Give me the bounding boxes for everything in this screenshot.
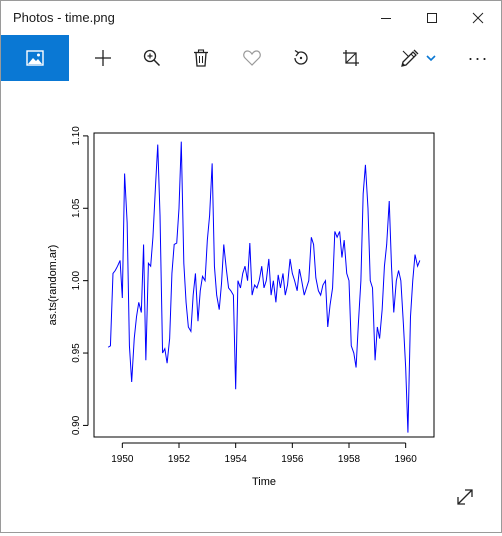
minimize-icon: [381, 18, 391, 19]
plot-frame: [93, 132, 435, 438]
close-icon: [472, 12, 484, 24]
expand-icon: [457, 489, 473, 505]
y-tick-label: 1.10: [71, 126, 82, 146]
more-icon: ···: [467, 47, 489, 68]
toolbar: ···: [1, 35, 501, 81]
trash-icon: [194, 49, 208, 67]
series-line: [107, 141, 421, 433]
crop-button[interactable]: [328, 35, 374, 81]
x-tick-label: 1960: [395, 454, 418, 465]
y-tick-label: 1.00: [71, 270, 82, 290]
chevron-down-icon: [426, 55, 436, 62]
x-tick-label: 1954: [225, 454, 248, 465]
image-view-button[interactable]: [1, 35, 69, 81]
favorite-button[interactable]: [229, 35, 275, 81]
fullscreen-button[interactable]: [453, 485, 477, 509]
crop-icon: [343, 50, 359, 66]
rotate-button[interactable]: [278, 35, 324, 81]
title-bar: Photos - time.png: [1, 1, 501, 35]
minimize-button[interactable]: [363, 1, 409, 35]
x-axis-label: Time: [252, 476, 276, 488]
delete-button[interactable]: [178, 35, 224, 81]
plus-icon: [95, 50, 111, 66]
zoom-in-icon: [143, 49, 161, 67]
x-axis: 1950 1952 1954 1956 1958 1960: [111, 442, 418, 465]
y-axis-label: as.ts(random.ar): [47, 245, 59, 326]
x-tick-label: 1950: [111, 454, 134, 465]
edit-draw-icon: [401, 49, 419, 67]
window-title: Photos - time.png: [13, 10, 115, 25]
close-button[interactable]: [455, 1, 501, 35]
y-tick-label: 0.95: [71, 343, 82, 363]
x-tick-label: 1952: [168, 454, 191, 465]
x-tick-label: 1958: [338, 454, 361, 465]
edit-button[interactable]: [389, 35, 447, 81]
maximize-icon: [427, 13, 437, 23]
rotate-icon: [294, 49, 308, 65]
image-canvas: 0.90 0.95 1.00 1.05 1.10 1950 1952 1954 1956 195…: [1, 81, 501, 531]
y-tick-label: 1.05: [71, 198, 82, 218]
y-tick-label: 0.90: [71, 415, 82, 435]
y-axis: 0.90 0.95 1.00 1.05 1.10: [71, 126, 89, 435]
x-tick-label: 1956: [281, 454, 304, 465]
image-icon: [26, 50, 44, 66]
time-series-chart: 0.900.951.001.051.10 1950 1952 1954 1956 195…: [47, 126, 435, 488]
zoom-button[interactable]: [129, 35, 175, 81]
more-button[interactable]: ···: [455, 35, 501, 81]
add-button[interactable]: [80, 35, 126, 81]
maximize-button[interactable]: [409, 1, 455, 35]
heart-icon: [243, 50, 261, 66]
